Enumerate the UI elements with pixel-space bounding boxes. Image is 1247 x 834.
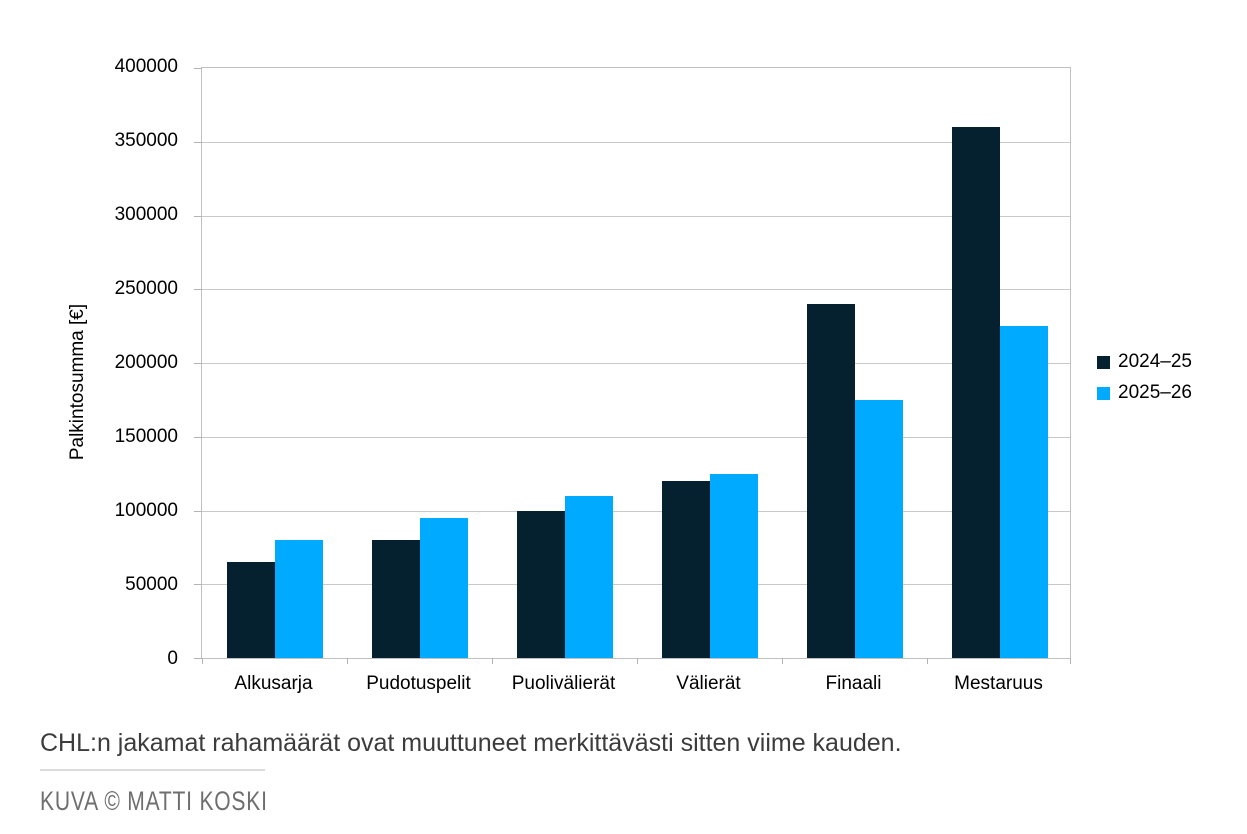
- legend-label: 2025–26: [1118, 382, 1192, 403]
- x-axis-label: Alkusarja: [234, 673, 313, 694]
- category-slot: [492, 68, 637, 658]
- y-axis-tick: [194, 584, 202, 586]
- y-axis-tick: [194, 363, 202, 364]
- y-axis-tick: [194, 68, 202, 69]
- y-axis-tick-label: 150000: [114, 426, 178, 447]
- y-axis-tick: [194, 436, 202, 438]
- x-axis-tick: [1070, 658, 1071, 664]
- x-axis-tick: [637, 658, 638, 664]
- gridline: [202, 141, 1070, 143]
- category-slot: [202, 68, 347, 658]
- x-axis-tick: [782, 658, 783, 664]
- y-axis-tick-label: 250000: [114, 278, 178, 299]
- x-axis-tick: [347, 658, 348, 664]
- divider: [40, 769, 265, 771]
- category-slot: [782, 68, 927, 658]
- bar: [516, 510, 565, 658]
- y-axis-tick-label: 100000: [114, 500, 178, 521]
- x-axis-tick: [202, 658, 203, 664]
- bar: [806, 304, 855, 658]
- credit: KUVA © MATTI KOSKI: [40, 786, 268, 816]
- x-axis-label: Mestaruus: [954, 673, 1043, 694]
- y-axis-tick-labels: 0 50000 100000 150000 200000 250000 300000 3500…: [86, 57, 186, 668]
- category-slot: [347, 68, 492, 658]
- category-slot: [927, 68, 1072, 658]
- bar: [564, 495, 613, 658]
- bar: [274, 540, 323, 658]
- y-axis-tick-label: 0: [167, 648, 178, 669]
- bar: [226, 562, 275, 658]
- legend: 2024–25 2025–26: [1097, 351, 1192, 413]
- gridline: [202, 363, 1070, 364]
- legend-label: 2024–25: [1118, 351, 1192, 372]
- x-axis-tick: [927, 658, 928, 664]
- bar: [661, 481, 710, 658]
- bar: [709, 473, 758, 658]
- y-axis-tick-label: 50000: [125, 574, 178, 595]
- x-axis-label: Finaali: [825, 673, 882, 694]
- y-axis-tick: [194, 141, 202, 143]
- legend-swatch: [1097, 355, 1110, 369]
- y-axis-tick: [194, 510, 202, 512]
- gridline: [202, 510, 1070, 512]
- x-axis-labels: Alkusarja Pudotuspelit Puolivälierät Välier…: [201, 673, 1071, 699]
- x-axis-label: Pudotuspelit: [366, 673, 471, 694]
- y-axis-tick-label: 350000: [114, 130, 178, 151]
- y-axis-tick: [194, 215, 202, 217]
- x-axis-tick: [492, 658, 493, 664]
- bar: [419, 517, 468, 658]
- y-axis-tick-label: 400000: [114, 56, 178, 77]
- gridline: [202, 584, 1070, 586]
- y-axis-tick: [194, 289, 202, 291]
- category-slot: [637, 68, 782, 658]
- y-axis-tick-label: 200000: [114, 352, 178, 373]
- bar: [854, 399, 903, 658]
- bar: [999, 326, 1048, 658]
- plot-area: [194, 67, 1072, 664]
- y-axis-tick: [194, 658, 202, 659]
- gridline: [202, 215, 1070, 217]
- x-axis-label: Puolivälierät: [511, 673, 616, 694]
- bar: [371, 540, 420, 658]
- y-axis-tick-label: 300000: [114, 204, 178, 225]
- gridline: [202, 436, 1070, 438]
- legend-swatch: [1097, 386, 1110, 400]
- legend-item: 2025–26: [1097, 382, 1192, 404]
- x-axis-label: Välierät: [676, 673, 741, 694]
- gridline: [202, 289, 1070, 291]
- bar: [951, 127, 1000, 658]
- legend-item: 2024–25: [1097, 351, 1192, 373]
- caption: CHL:n jakamat rahamäärät ovat muuttuneet…: [40, 729, 902, 757]
